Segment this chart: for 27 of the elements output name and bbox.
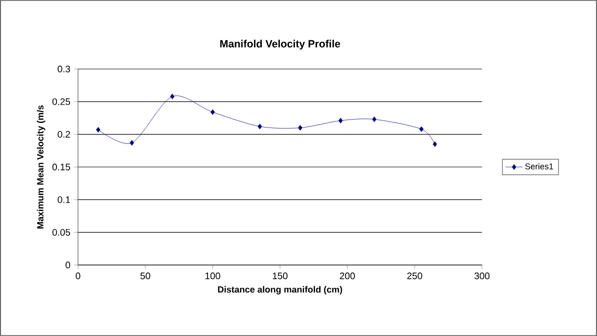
point (419, 126, 424, 132)
y-tick-label: 0.3 (58, 66, 70, 72)
y-tick-label: 0.15 (52, 164, 70, 170)
x-tick-label: 0 (76, 272, 80, 280)
y-tick-label: 0.2 (58, 130, 70, 138)
point (432, 141, 438, 147)
x-axis-title: Distance along manifold (cm) (218, 286, 342, 294)
y-tick-label: 0.05 (52, 228, 70, 236)
point (170, 94, 174, 100)
legend-label: Series1 (525, 163, 554, 170)
x-tick-label: 200 (340, 272, 355, 280)
y-tick-label: 0.25 (52, 98, 70, 106)
x-tick-label: 300 (474, 272, 490, 280)
y-tick-label: 0.1 (58, 196, 70, 204)
point (130, 140, 134, 146)
y-axis-title: Maximum Mean Velocity (m/s (36, 105, 46, 228)
y-tick-label: 0 (66, 262, 70, 268)
point (372, 116, 376, 122)
x-tick-label: 150 (272, 272, 288, 280)
point (338, 118, 343, 124)
point (210, 109, 215, 115)
point (298, 125, 302, 131)
chart-title: Manifold Velocity Profile (220, 40, 340, 50)
point (258, 124, 262, 130)
x-tick-label: 50 (140, 272, 150, 280)
x-tick-label: 100 (205, 272, 220, 280)
x-tick-label: 250 (407, 272, 422, 280)
